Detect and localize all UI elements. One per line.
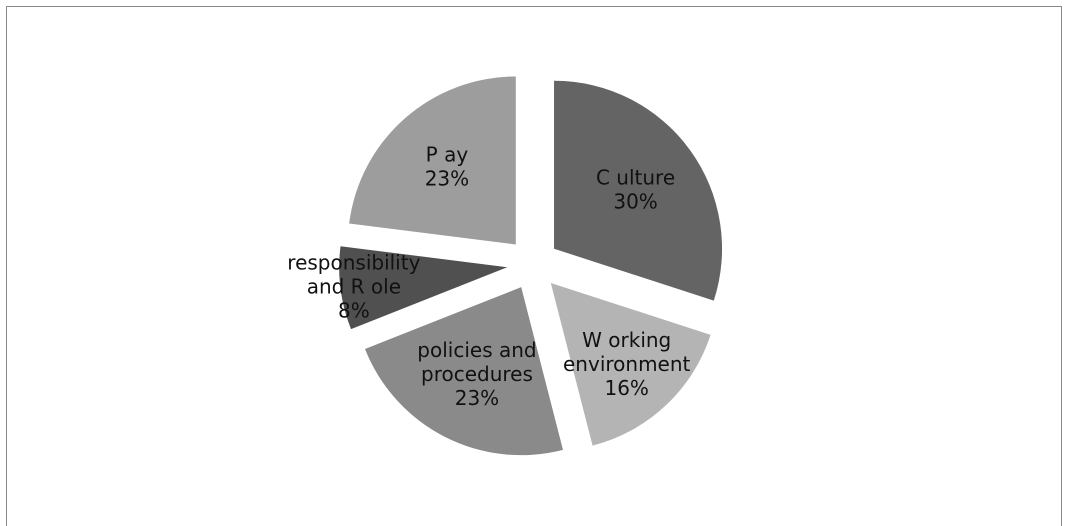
- pie-slice-1: [550, 282, 711, 446]
- pie-slice-label-3: responsibility and R ole 8%: [287, 251, 420, 323]
- pie-slice-label-2: policies and procedures 23%: [417, 338, 536, 410]
- pie-slice-label-1: W orking environment 16%: [563, 328, 691, 400]
- pie-slice-2: [364, 287, 563, 456]
- pie-slice-label-4: P ay 23%: [425, 142, 469, 190]
- pie-slice-4: [349, 76, 516, 245]
- pie-chart: C ulture 30% W orking environment 16% policie…: [287, 76, 723, 456]
- pie-slice-3: [339, 246, 508, 330]
- pie-slice-0: [554, 80, 723, 301]
- pie-slice-label-0: C ulture 30%: [596, 165, 675, 213]
